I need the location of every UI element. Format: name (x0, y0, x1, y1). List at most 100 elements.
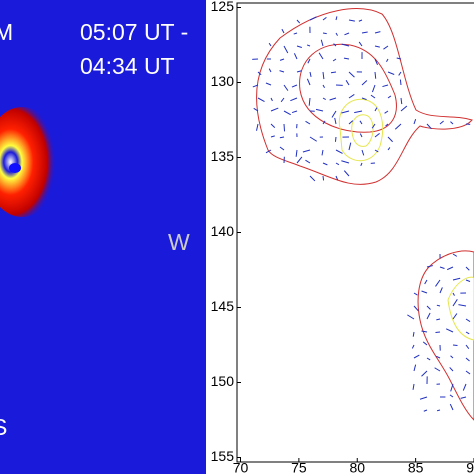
y-tick-label: 155 (211, 448, 235, 464)
vector-arrow (280, 97, 285, 103)
vector-arrow (335, 16, 338, 21)
vector-arrow (394, 123, 402, 130)
vector-arrow (283, 123, 286, 132)
vector-arrow (424, 279, 428, 285)
vector-arrow (343, 57, 350, 60)
vector-arrow (322, 175, 325, 181)
vector-arrow (270, 107, 279, 112)
y-tick-label: 130 (211, 73, 235, 89)
contour (351, 114, 374, 147)
vector-arrow (305, 120, 311, 125)
vector-arrow (348, 19, 355, 22)
vector-arrow (302, 149, 311, 153)
vector-arrow (371, 84, 376, 93)
vector-arrow (293, 32, 298, 35)
corner-label: M (0, 19, 13, 45)
vector-arrow (322, 71, 325, 80)
vector-arrow (361, 149, 365, 156)
vector-arrow (384, 110, 389, 114)
vector-arrow (359, 120, 363, 125)
vector-arrow (335, 149, 343, 154)
vector-arrow (348, 120, 354, 125)
image-background (0, 0, 206, 474)
vector-arrow (465, 344, 470, 350)
vector-arrow (460, 396, 467, 399)
vector-arrow (387, 136, 393, 143)
vector-arrow (270, 97, 273, 102)
vector-arrow (462, 383, 467, 391)
vector-arrow (413, 305, 419, 312)
vector-arrow (383, 45, 389, 50)
vector-arrow (270, 123, 276, 128)
vector-arrow (413, 119, 417, 125)
vector-arrow (434, 367, 441, 372)
arrow-field (252, 16, 471, 412)
vector-arrow (450, 121, 454, 125)
vector-arrow (387, 71, 395, 75)
vector-arrow (279, 146, 285, 151)
image-panel: M 05:07 UT - 04:34 UT W S (0, 0, 206, 474)
vector-arrow (344, 32, 350, 36)
vector-arrow (309, 136, 317, 142)
emission-blob (0, 107, 60, 217)
vector-arrow (439, 120, 444, 125)
vector-arrow (341, 43, 350, 47)
contour (256, 8, 473, 185)
vector-arrow (283, 84, 289, 91)
vector-arrow (331, 110, 337, 118)
vector-arrow (439, 266, 445, 269)
vector-arrow (361, 97, 367, 101)
vector-arrow (265, 82, 272, 86)
vector-arrow (295, 149, 298, 157)
vector-arrow (421, 290, 428, 294)
vector-arrow (341, 160, 350, 164)
vector-arrow (345, 80, 350, 86)
vector-arrow (426, 123, 432, 130)
vector-arrow (257, 97, 265, 102)
vector-arrow (426, 312, 431, 320)
vector-arrow (396, 57, 402, 60)
vector-arrow (371, 123, 376, 129)
vector-arrow (374, 71, 377, 79)
vector-arrow (293, 53, 298, 60)
vector-arrow (306, 78, 311, 86)
vector-arrow (436, 304, 441, 307)
vector-arrow (333, 43, 337, 47)
time-label: 05:07 UT - (80, 19, 188, 45)
vector-arrow (270, 135, 275, 138)
vector-arrow (370, 94, 376, 99)
vector-arrow (465, 370, 471, 375)
vector-arrow (400, 97, 403, 105)
contour (417, 250, 474, 421)
corner-label: S (0, 414, 7, 440)
vector-arrow (322, 84, 325, 89)
vector-arrow (309, 71, 312, 77)
vector-arrow (335, 162, 340, 166)
vector-arrow (452, 344, 458, 347)
vector-arrow (321, 149, 324, 156)
vector-arrow (465, 318, 471, 322)
vector-arrow (452, 277, 461, 281)
vector-arrow (322, 162, 328, 166)
vector-arrow (398, 71, 402, 76)
vector-arrow (421, 330, 428, 333)
vector-arrow (452, 292, 455, 296)
emission-core (9, 163, 21, 173)
vector-arrow (256, 123, 259, 131)
vector-arrow (436, 409, 441, 412)
vector-arrow (465, 357, 470, 362)
vector-arrow (419, 396, 428, 400)
x-tick-label: 75 (291, 460, 307, 474)
vector-arrow (279, 70, 285, 73)
y-tick-label: 140 (211, 223, 235, 239)
vector-arrow (360, 162, 363, 167)
x-tick-label: 70 (233, 460, 249, 474)
vector-arrow (445, 328, 454, 333)
contour (338, 98, 384, 162)
vector-arrow (361, 80, 368, 86)
vector-arrow (400, 105, 408, 112)
vector-arrow (426, 305, 431, 310)
vector-arrow (374, 31, 381, 34)
contour (447, 276, 474, 341)
